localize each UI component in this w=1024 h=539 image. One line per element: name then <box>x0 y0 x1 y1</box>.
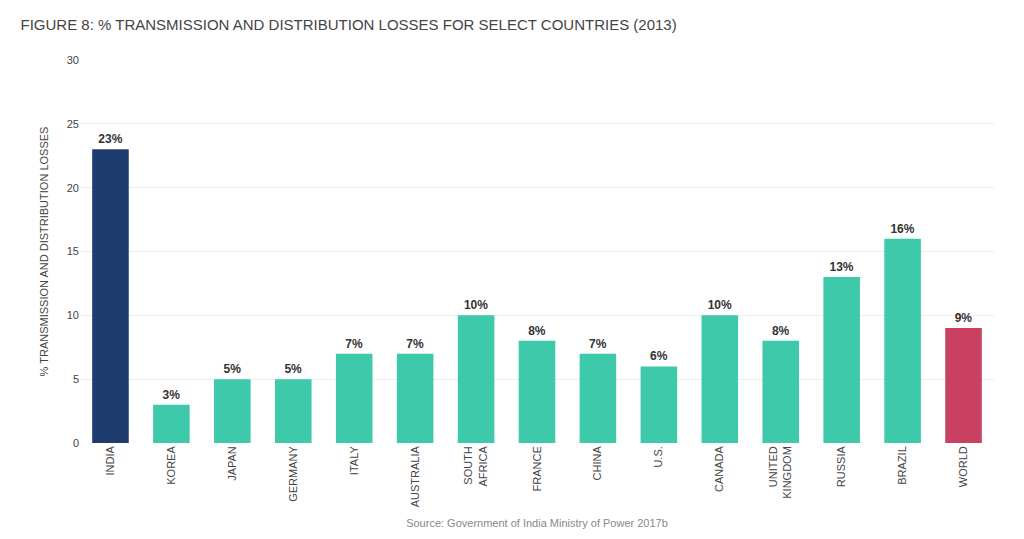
svg-text:RUSSIA: RUSSIA <box>835 446 847 488</box>
svg-text:AUSTRALIA: AUSTRALIA <box>409 446 421 508</box>
svg-text:5%: 5% <box>284 362 302 376</box>
svg-text:16%: 16% <box>890 222 914 236</box>
svg-text:KOREA: KOREA <box>165 446 177 485</box>
svg-text:6%: 6% <box>650 349 668 363</box>
svg-text:7%: 7% <box>345 337 363 351</box>
svg-text:WORLD: WORLD <box>957 446 969 487</box>
svg-text:7%: 7% <box>589 337 607 351</box>
svg-text:3%: 3% <box>163 388 181 402</box>
svg-text:10%: 10% <box>464 298 488 312</box>
svg-text:13%: 13% <box>829 260 853 274</box>
svg-text:30: 30 <box>67 54 79 66</box>
svg-text:15: 15 <box>67 245 79 257</box>
svg-text:ITALY: ITALY <box>348 446 360 476</box>
svg-text:FRANCE: FRANCE <box>531 446 543 491</box>
svg-text:8%: 8% <box>528 324 546 338</box>
svg-text:9%: 9% <box>955 311 973 325</box>
svg-text:% TRANSMISSION AND DISTRIBUTIO: % TRANSMISSION AND DISTRIBUTION LOSSES <box>38 127 50 377</box>
svg-text:SOUTHAFRICA: SOUTHAFRICA <box>462 446 488 487</box>
svg-text:0: 0 <box>73 437 79 449</box>
svg-text:Source: Government of India Mi: Source: Government of India Ministry of … <box>406 517 668 529</box>
svg-text:8%: 8% <box>772 324 790 338</box>
svg-text:25: 25 <box>67 118 79 130</box>
svg-text:CHINA: CHINA <box>592 446 604 481</box>
svg-text:JAPAN: JAPAN <box>226 446 238 481</box>
svg-text:CANADA: CANADA <box>713 446 725 493</box>
svg-text:5: 5 <box>73 373 79 385</box>
svg-text:GERMANY: GERMANY <box>287 446 299 502</box>
svg-text:20: 20 <box>67 182 79 194</box>
svg-text:FIGURE 8: % TRANSMISSION AND D: FIGURE 8: % TRANSMISSION AND DISTRIBUTIO… <box>20 16 676 33</box>
svg-text:7%: 7% <box>406 337 424 351</box>
svg-text:23%: 23% <box>98 132 122 146</box>
svg-text:5%: 5% <box>223 362 241 376</box>
svg-text:BRAZIL: BRAZIL <box>896 446 908 485</box>
svg-text:10%: 10% <box>708 298 732 312</box>
svg-text:UNITEDKINGDOM: UNITEDKINGDOM <box>767 446 793 499</box>
svg-text:INDIA: INDIA <box>104 446 116 476</box>
svg-text:10: 10 <box>67 309 79 321</box>
svg-text:U.S.: U.S. <box>652 446 664 467</box>
